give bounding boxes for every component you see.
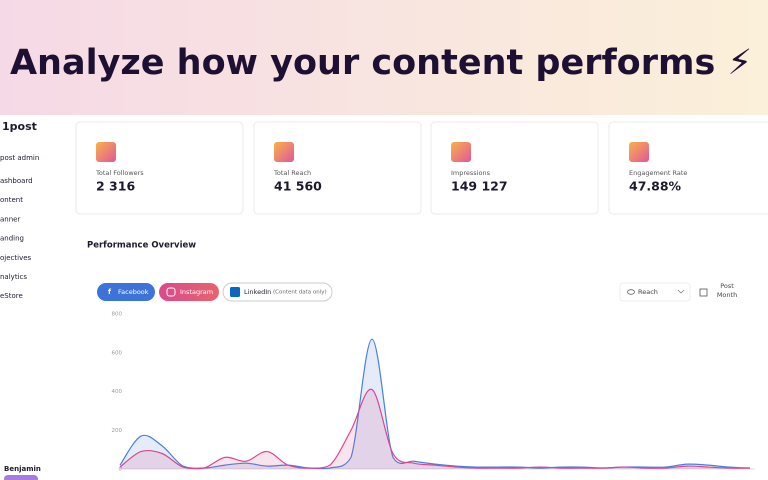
nav-item[interactable]: anner bbox=[0, 215, 20, 223]
stat-label: Total Followers bbox=[95, 169, 144, 177]
linkedin-note: (Content data only) bbox=[273, 290, 327, 296]
y-tick-label: 400 bbox=[112, 389, 123, 395]
stat-label: Impressions bbox=[451, 169, 491, 177]
calendar-icon bbox=[699, 288, 708, 297]
nav-item[interactable]: eStore bbox=[0, 292, 23, 300]
nav-item[interactable]: ojectives bbox=[0, 254, 32, 262]
stat-value: 2 316 bbox=[96, 179, 135, 194]
stat-icon bbox=[274, 142, 294, 162]
stat-icon bbox=[451, 142, 471, 162]
y-tick-label: 600 bbox=[112, 350, 123, 356]
stat-value: 47.88% bbox=[629, 179, 682, 194]
stat-card bbox=[75, 121, 244, 215]
headline: Analyze how your content performs ⚡ bbox=[10, 43, 752, 83]
series-line bbox=[119, 338, 751, 470]
stat-value: 149 127 bbox=[451, 179, 508, 194]
instagram-filter[interactable] bbox=[159, 283, 219, 301]
logo: 1post bbox=[2, 120, 37, 133]
linkedin-filter[interactable] bbox=[222, 282, 333, 302]
nav-item[interactable]: anding bbox=[0, 235, 24, 243]
linkedin-icon bbox=[230, 287, 240, 297]
stat-value: 41 560 bbox=[274, 179, 322, 194]
nav-item[interactable]: ashboard bbox=[0, 177, 33, 185]
panel-title: Performance Overview bbox=[87, 241, 196, 251]
stat-card bbox=[608, 121, 768, 215]
stat-icon bbox=[96, 142, 116, 162]
stat-card bbox=[253, 121, 422, 215]
metric-select[interactable] bbox=[619, 282, 691, 302]
stat-card bbox=[430, 121, 599, 215]
svg-text:f: f bbox=[108, 288, 112, 296]
banner bbox=[0, 0, 768, 115]
facebook-label[interactable]: Facebook bbox=[118, 288, 149, 296]
instagram-label[interactable]: Instagram bbox=[180, 288, 213, 296]
user-badge bbox=[4, 475, 38, 480]
instagram-icon bbox=[166, 287, 176, 297]
period-select[interactable]: Post Month bbox=[712, 282, 742, 304]
facebook-filter[interactable] bbox=[97, 283, 155, 301]
user-name[interactable]: Benjamin bbox=[4, 465, 41, 473]
stat-label: Total Reach bbox=[273, 169, 311, 177]
account: post admin bbox=[0, 154, 39, 162]
nav-item[interactable]: ontent bbox=[0, 196, 23, 204]
series-line bbox=[119, 388, 751, 470]
period-label[interactable]: Post Month bbox=[716, 282, 738, 299]
stat-label: Engagement Rate bbox=[629, 169, 687, 177]
linkedin-label[interactable]: LinkedIn bbox=[244, 288, 271, 296]
stat-icon bbox=[629, 142, 649, 162]
nav-item[interactable]: nalytics bbox=[0, 273, 27, 281]
metric-label[interactable]: Reach bbox=[638, 288, 658, 296]
y-tick-label: 800 bbox=[112, 312, 123, 318]
y-tick-label: 200 bbox=[112, 428, 123, 434]
